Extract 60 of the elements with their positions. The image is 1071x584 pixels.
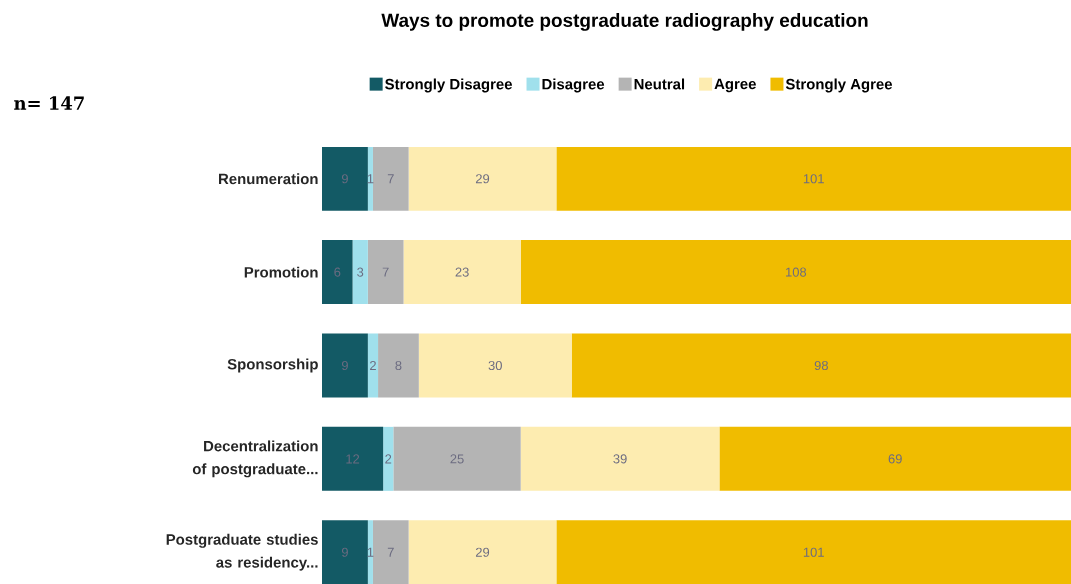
legend-label: Neutral	[634, 78, 685, 90]
bar	[520, 426, 720, 491]
data-label: 7	[382, 267, 389, 277]
data-label: 2	[385, 454, 392, 464]
data-label: 8	[395, 360, 402, 371]
data-label: 108	[786, 267, 807, 277]
bar	[571, 333, 1071, 398]
y-tick-label: Decentralization of postgraduate...	[192, 440, 318, 478]
bar	[378, 333, 419, 398]
data-label: 7	[387, 547, 394, 557]
bar	[719, 426, 1071, 491]
bar	[403, 240, 521, 305]
data-label: 3	[357, 267, 364, 277]
bar	[418, 333, 572, 398]
data-label: 30	[488, 360, 502, 371]
y-tick-label: Renumeration	[219, 173, 318, 185]
data-label: 98	[814, 360, 828, 371]
bar	[367, 333, 379, 398]
bar	[322, 333, 368, 398]
bar	[556, 146, 1071, 211]
bar	[408, 146, 557, 211]
data-label: 12	[346, 454, 360, 464]
bar	[372, 520, 409, 584]
data-label: 101	[803, 174, 824, 184]
y-tick-label: Promotion	[244, 266, 318, 278]
data-label: 2	[370, 360, 376, 371]
bar	[556, 520, 1071, 584]
bar	[352, 240, 368, 305]
bar	[383, 426, 394, 491]
data-label: 6	[334, 267, 341, 277]
data-label: 9	[341, 360, 348, 371]
bar	[520, 240, 1071, 305]
data-label: 9	[341, 547, 348, 557]
bar	[367, 240, 404, 305]
data-label: 29	[475, 547, 490, 557]
data-label: 23	[455, 267, 469, 277]
legend-label: Strongly Disagree	[385, 78, 512, 93]
bar	[408, 520, 557, 584]
legend-label: Disagree	[542, 78, 605, 93]
bar	[393, 426, 521, 491]
bar	[322, 240, 353, 305]
data-label: 39	[613, 454, 627, 464]
bar	[367, 146, 373, 211]
data-label: 9	[341, 174, 348, 184]
data-label: 25	[450, 454, 464, 464]
bar	[322, 146, 368, 211]
bar	[322, 426, 384, 491]
data-label: 101	[803, 547, 824, 557]
y-tick-label: Sponsorship	[227, 358, 318, 373]
data-label: 7	[387, 174, 394, 184]
legend-label: Agree	[714, 78, 756, 93]
text: n= 147	[14, 96, 84, 110]
bar	[367, 520, 373, 584]
bar	[372, 146, 409, 211]
y-tick-label: Postgraduate studies as residency...	[166, 533, 318, 571]
chart-title: Ways to promote postgraduate radiography education	[381, 13, 868, 31]
bar	[322, 520, 368, 584]
legend-label: Strongly Agree	[785, 78, 893, 93]
data-label: 29	[475, 174, 490, 184]
data-label: 69	[888, 454, 902, 464]
